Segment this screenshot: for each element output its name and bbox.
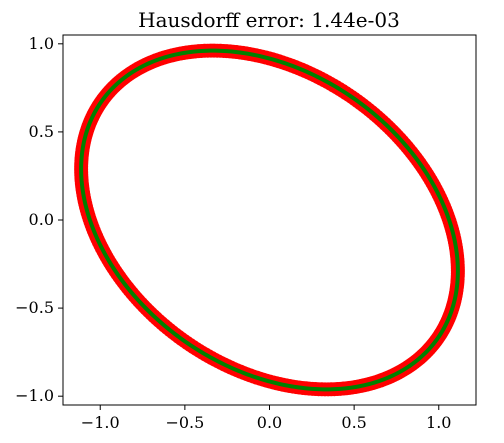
x-tick-label: −0.5 [165,413,204,432]
green-ellipse-curve [79,48,460,392]
x-tick-label: 0.0 [257,413,282,432]
series-layer [74,43,465,397]
red-point-series [74,43,465,397]
x-tick-label: 1.0 [426,413,451,432]
x-tick-label: −1.0 [81,413,120,432]
chart-title: Hausdorff error: 1.44e-03 [138,8,400,32]
y-tick-label: 0.5 [29,122,54,141]
x-axis-ticks: −1.0 −0.5 0.0 0.5 1.0 [81,405,451,432]
y-tick-label: −0.5 [15,298,54,317]
plot-frame [62,34,477,406]
x-tick-label: 0.5 [341,413,366,432]
y-tick-label: 0.0 [29,210,54,229]
y-tick-label: −1.0 [15,386,54,405]
y-tick-label: 1.0 [29,34,54,53]
y-axis-ticks: −1.0 −0.5 0.0 0.5 1.0 [15,34,63,405]
